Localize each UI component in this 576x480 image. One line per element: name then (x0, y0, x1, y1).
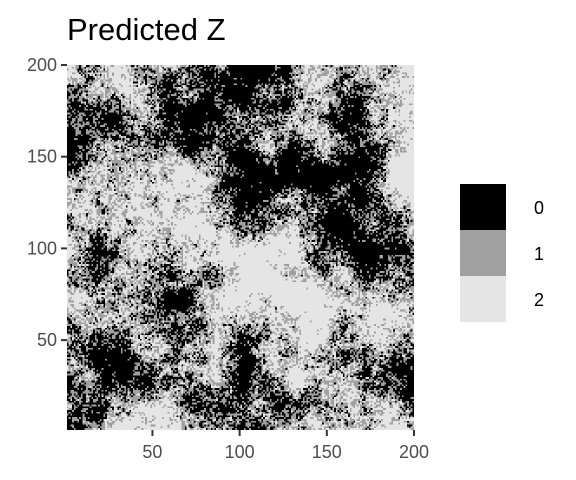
legend: 0 1 2 (460, 184, 544, 322)
legend-key-0 (460, 184, 506, 230)
y-axis: 50 100 150 200 (27, 55, 67, 350)
x-tick-label: 150 (312, 442, 342, 462)
legend-label-2: 2 (534, 290, 544, 310)
y-tick-label: 100 (27, 238, 57, 258)
x-tick-label: 100 (225, 442, 255, 462)
chart-title: Predicted Z (67, 12, 226, 47)
x-tick-label: 200 (399, 442, 429, 462)
plot-area (67, 65, 414, 430)
y-tick-label: 200 (27, 55, 57, 75)
legend-key-2 (460, 276, 506, 322)
legend-key-1 (460, 230, 506, 276)
x-tick-label: 50 (142, 442, 162, 462)
y-tick-label: 50 (37, 330, 57, 350)
legend-label-0: 0 (534, 198, 544, 218)
x-axis: 50 100 150 200 (142, 430, 429, 462)
legend-label-1: 1 (534, 244, 544, 264)
heatmap-raster (67, 65, 414, 430)
y-tick-label: 150 (27, 147, 57, 167)
